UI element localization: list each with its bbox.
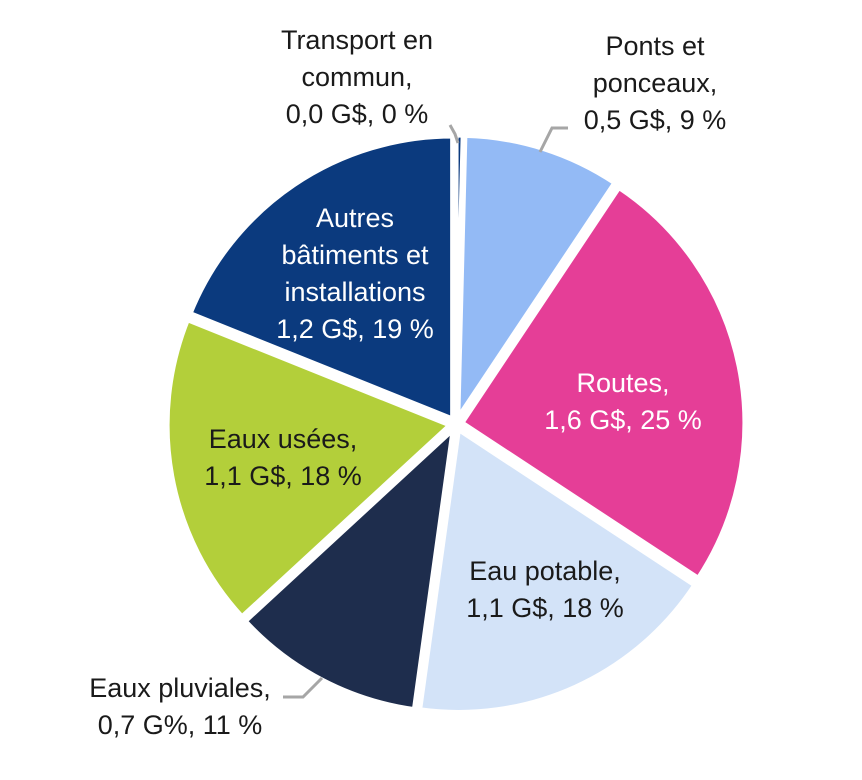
data-label-line: 1,6 G$, 25 %	[544, 405, 702, 435]
leader-line	[283, 676, 324, 699]
leader-line	[538, 126, 568, 153]
data-label-line: Ponts et	[605, 31, 705, 61]
data-label-line: Eaux pluviales,	[89, 673, 271, 703]
slice-autres-b-timents-et-installations	[186, 133, 456, 423]
data-label-line: Routes,	[576, 368, 669, 398]
data-label: Eaux usées, 1,1 G$, 18 %	[204, 424, 362, 491]
slice-routes	[458, 183, 748, 582]
leader-lines	[283, 124, 568, 699]
data-label-line: Eau potable,	[469, 556, 621, 586]
data-label: Autres bâtiments et installations 1,2 G$, 1…	[276, 203, 434, 344]
data-label: Ponts et ponceaux, 0,5 G$, 9 %	[584, 31, 727, 135]
data-label-line: installations	[284, 277, 425, 307]
slice-eaux-us-es	[164, 316, 455, 621]
data-label-line: Autres	[316, 203, 394, 233]
slice-labels: Transport en commun, 0,0 G$, 0 % Ponts et po…	[89, 25, 726, 740]
data-label-line: 1,2 G$, 19 %	[276, 314, 434, 344]
data-label-line: 1,1 G$, 18 %	[466, 593, 624, 623]
pie-slices	[164, 132, 748, 715]
data-label-line: 1,1 G$, 18 %	[204, 461, 362, 491]
slice-eau-potable	[416, 425, 699, 715]
leader-line	[448, 124, 460, 144]
data-label: Eau potable, 1,1 G$, 18 %	[466, 556, 624, 623]
data-label-line: 0,5 G$, 9 %	[584, 105, 727, 135]
data-label-line: 0,7 G%, 11 %	[98, 710, 263, 740]
data-label-line: bâtiments et	[281, 240, 429, 270]
data-label: Routes, 1,6 G$, 25 %	[544, 368, 702, 435]
data-label: Transport en commun, 0,0 G$, 0 %	[281, 25, 433, 129]
data-label-line: Eaux usées,	[209, 424, 358, 454]
data-label: Eaux pluviales, 0,7 G%, 11 %	[89, 673, 271, 740]
data-label-line: 0,0 G$, 0 %	[286, 99, 429, 129]
data-label-line: commun,	[301, 62, 412, 92]
slice-eaux-pluviales	[241, 422, 457, 713]
data-label-line: Transport en	[281, 25, 433, 55]
data-label-line: ponceaux,	[593, 68, 718, 98]
